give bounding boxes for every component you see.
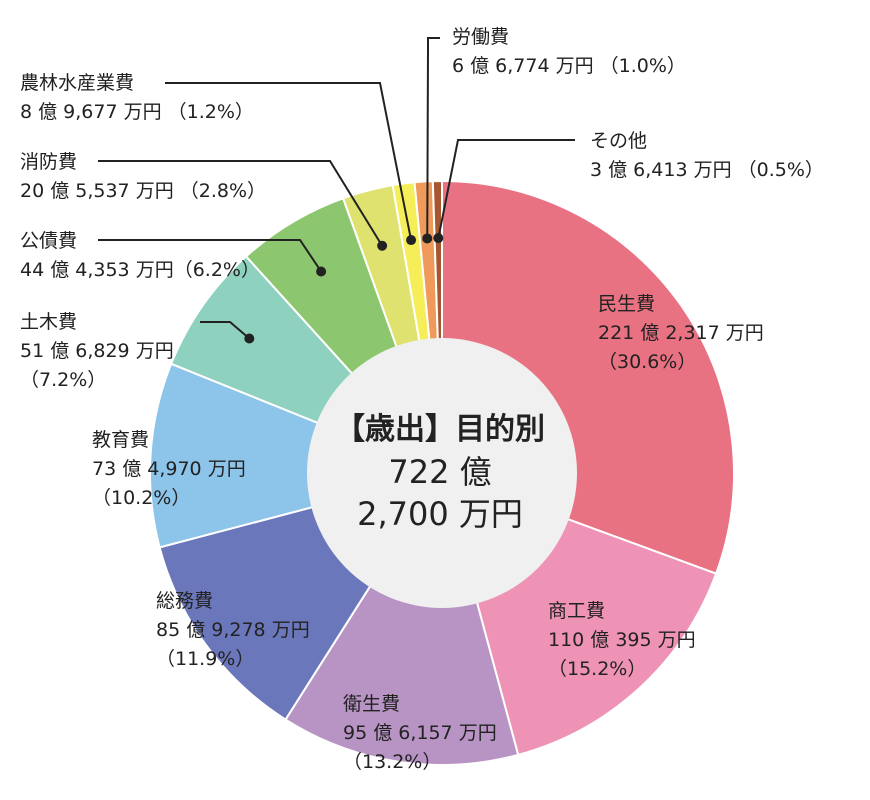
leader-dot-6 bbox=[316, 266, 327, 277]
total-amount-oku: 722 億 bbox=[388, 453, 492, 491]
label-amount-percent: 20 億 5,537 万円 （2.8%） bbox=[20, 180, 267, 202]
label-amount-percent: 3 億 6,413 万円 （0.5%） bbox=[590, 159, 824, 181]
leader-line-9 bbox=[426, 37, 440, 239]
label-shoko: 商工費 110 億 395 万円 （15.2%） bbox=[548, 597, 696, 684]
label-name: 衛生費 bbox=[343, 693, 401, 715]
leader-line-5 bbox=[200, 321, 250, 340]
label-kosai: 公債費 44 億 4,353 万円（6.2%） bbox=[20, 227, 260, 285]
label-name: 教育費 bbox=[92, 429, 150, 451]
label-percent: （10.2%） bbox=[92, 487, 191, 509]
label-percent: （11.9%） bbox=[156, 648, 255, 670]
label-amount: 51 億 6,829 万円 bbox=[20, 340, 174, 362]
label-amount-percent: 6 億 6,774 万円 （1.0%） bbox=[452, 55, 686, 77]
label-percent: （15.2%） bbox=[548, 658, 647, 680]
label-norin: 農林水産業費 8 億 9,677 万円 （1.2%） bbox=[20, 69, 254, 127]
chart-center: 【歳出】目的別 722 億 2,700 万円 bbox=[305, 410, 575, 534]
label-percent: （7.2%） bbox=[20, 369, 107, 391]
leader-dot-8 bbox=[406, 235, 417, 246]
center-hole bbox=[307, 338, 577, 608]
label-minsei: 民生費 221 億 2,317 万円 （30.6%） bbox=[598, 290, 764, 377]
leader-dot-9 bbox=[422, 233, 433, 244]
label-name: 農林水産業費 bbox=[20, 72, 135, 94]
label-name: 消防費 bbox=[20, 151, 78, 173]
leader-dot-7 bbox=[377, 240, 388, 251]
leader-line-10 bbox=[437, 139, 575, 239]
leader-line-8 bbox=[165, 82, 413, 241]
slice-4 bbox=[149, 362, 446, 549]
label-name: 土木費 bbox=[20, 311, 78, 333]
leader-dot-5 bbox=[244, 333, 255, 344]
label-rodo: 労働費 6 億 6,774 万円 （1.0%） bbox=[452, 23, 686, 81]
label-somu: 総務費 85 億 9,278 万円 （11.9%） bbox=[156, 587, 310, 674]
total-amount-man: 2,700 万円 bbox=[357, 495, 523, 533]
label-name: 商工費 bbox=[548, 600, 606, 622]
label-amount-percent: 8 億 9,677 万円 （1.2%） bbox=[20, 101, 254, 123]
leader-lines bbox=[98, 37, 575, 344]
label-amount-percent: 44 億 4,353 万円（6.2%） bbox=[20, 259, 260, 281]
label-amount: 221 億 2,317 万円 bbox=[598, 322, 764, 344]
label-percent: （13.2%） bbox=[343, 751, 442, 773]
leader-line-6 bbox=[98, 239, 322, 273]
label-name: 総務費 bbox=[156, 590, 214, 612]
leader-line-7 bbox=[98, 160, 383, 247]
chart-title: 【歳出】目的別 bbox=[335, 412, 545, 447]
label-amount: 110 億 395 万円 bbox=[548, 629, 696, 651]
label-name: 労働費 bbox=[452, 26, 510, 48]
label-sonota: その他 3 億 6,413 万円 （0.5%） bbox=[590, 127, 824, 185]
label-doboku: 土木費 51 億 6,829 万円 （7.2%） bbox=[20, 308, 174, 395]
label-name: 民生費 bbox=[598, 293, 656, 315]
label-shobo: 消防費 20 億 5,537 万円 （2.8%） bbox=[20, 148, 266, 206]
label-eisei: 衛生費 95 億 6,157 万円 （13.2%） bbox=[343, 690, 497, 777]
label-name: その他 bbox=[590, 130, 648, 152]
leader-dot-10 bbox=[433, 233, 444, 244]
label-name: 公債費 bbox=[20, 230, 78, 252]
label-percent: （30.6%） bbox=[598, 351, 697, 373]
label-amount: 85 億 9,278 万円 bbox=[156, 619, 310, 641]
label-amount: 73 億 4,970 万円 bbox=[92, 458, 246, 480]
label-kyoiku: 教育費 73 億 4,970 万円 （10.2%） bbox=[92, 426, 246, 513]
label-amount: 95 億 6,157 万円 bbox=[343, 722, 497, 744]
